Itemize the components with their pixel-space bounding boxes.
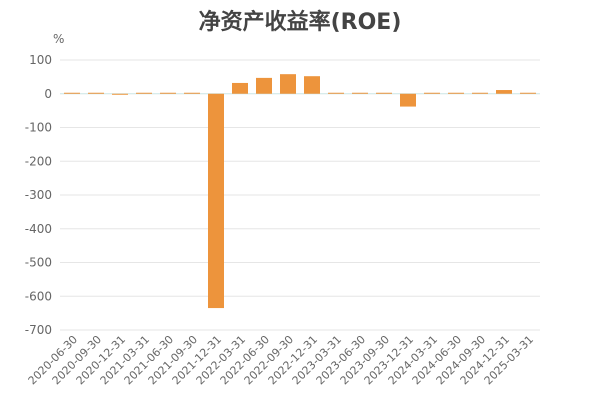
y-axis-unit: %	[53, 32, 65, 46]
y-tick-label: -700	[25, 323, 52, 337]
y-tick-label: -600	[25, 289, 52, 303]
bar	[160, 92, 176, 94]
bar	[496, 90, 512, 94]
bar	[352, 92, 368, 94]
y-tick-label: 100	[29, 53, 52, 67]
bar	[472, 92, 488, 94]
chart-title: 净资产收益率(ROE)	[198, 10, 402, 35]
bar	[424, 92, 440, 94]
bar	[304, 76, 320, 94]
y-tick-label: -300	[25, 188, 52, 202]
y-tick-label: -400	[25, 222, 52, 236]
bar	[232, 82, 248, 94]
bar	[88, 92, 104, 94]
bar	[112, 93, 128, 95]
bar	[376, 92, 392, 94]
bar	[520, 92, 536, 94]
y-tick-label: -500	[25, 256, 52, 270]
bar	[64, 92, 80, 94]
bar	[448, 92, 464, 94]
bar	[208, 93, 224, 309]
bar	[136, 92, 152, 94]
bar	[184, 92, 200, 94]
y-tick-label: -200	[25, 154, 52, 168]
y-tick-label: 0	[44, 87, 52, 101]
bar	[280, 74, 296, 94]
bar	[328, 92, 344, 94]
bar	[400, 93, 416, 107]
y-tick-label: -100	[25, 121, 52, 135]
bar	[256, 77, 272, 94]
